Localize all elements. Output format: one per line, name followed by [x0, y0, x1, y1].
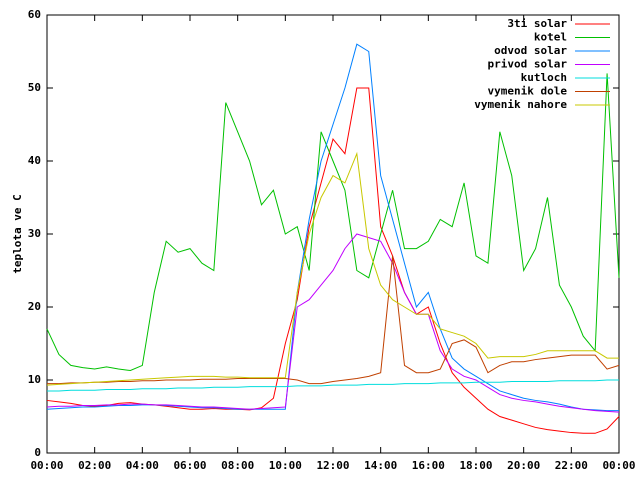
x-tick-label: 00:00 — [602, 459, 635, 472]
y-tick-label: 10 — [28, 373, 41, 386]
x-tick-label: 20:00 — [507, 459, 540, 472]
x-tick-label: 12:00 — [316, 459, 349, 472]
legend-label: kutloch — [521, 71, 567, 84]
legend-label: 3ti solar — [507, 17, 567, 30]
x-tick-label: 16:00 — [412, 459, 445, 472]
x-tick-label: 10:00 — [269, 459, 302, 472]
series-line — [47, 379, 619, 392]
y-tick-label: 20 — [28, 300, 41, 313]
legend-label: kotel — [534, 31, 567, 44]
series-line — [46, 233, 620, 413]
y-tick-label: 30 — [28, 227, 41, 240]
series-line — [46, 151, 619, 386]
y-axis-label: teplota ve C — [11, 194, 24, 273]
y-tick-label: 0 — [34, 446, 41, 459]
series-line — [46, 43, 619, 412]
x-tick-label: 08:00 — [221, 459, 254, 472]
y-tick-label: 50 — [28, 81, 41, 94]
legend-label: vymenik nahore — [474, 98, 567, 111]
y-tick-label: 40 — [28, 154, 41, 167]
x-tick-label: 18:00 — [459, 459, 492, 472]
x-tick-label: 00:00 — [30, 459, 63, 472]
series-line — [47, 255, 620, 385]
legend-label: privod solar — [488, 58, 568, 71]
legend-label: vymenik dole — [488, 85, 568, 98]
x-tick-label: 02:00 — [78, 459, 111, 472]
x-tick-label: 04:00 — [126, 459, 159, 472]
x-tick-label: 06:00 — [173, 459, 206, 472]
y-tick-label: 60 — [28, 8, 41, 21]
series-line — [46, 73, 620, 372]
x-tick-label: 22:00 — [555, 459, 588, 472]
legend-label: odvod solar — [494, 44, 567, 57]
x-tick-label: 14:00 — [364, 459, 397, 472]
